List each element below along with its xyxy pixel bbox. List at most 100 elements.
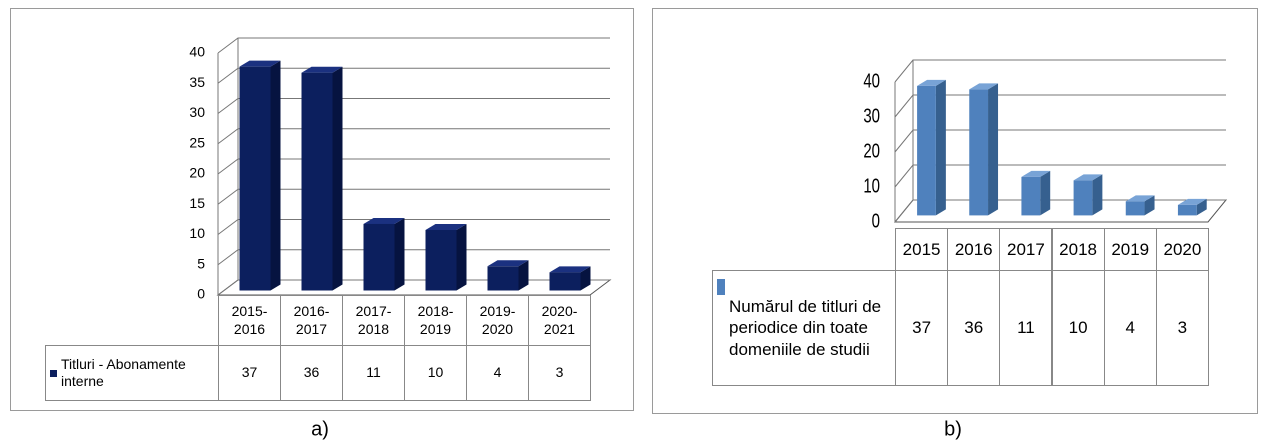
bar <box>917 85 936 216</box>
value-cell: 4 <box>1103 270 1157 386</box>
bar-top <box>425 224 467 230</box>
value-cell: 36 <box>280 345 343 401</box>
grid-line <box>217 37 610 54</box>
category-cell: 2015 <box>895 228 949 271</box>
bar-top <box>363 217 405 224</box>
category-cell: 2016- 2017 <box>280 295 343 346</box>
chart-frame <box>652 8 1258 414</box>
bar <box>1125 201 1145 216</box>
bar-top <box>239 60 281 67</box>
y-tick-label: 40 <box>189 44 205 60</box>
y-tick-label: 5 <box>197 255 205 271</box>
value-cell: 10 <box>1051 270 1105 386</box>
y-tick-label: 0 <box>197 286 205 302</box>
value-cell: 11 <box>999 270 1053 386</box>
bar <box>549 272 581 291</box>
category-cell: 2018- 2019 <box>404 295 467 346</box>
bar <box>969 89 989 216</box>
category-cell: 2016 <box>947 228 1001 271</box>
grid-line <box>217 67 610 84</box>
bar-top <box>1021 170 1051 177</box>
bar-side <box>518 260 529 291</box>
y-tick-label: 10 <box>863 174 880 197</box>
value-cell: 4 <box>466 345 529 401</box>
y-tick-label: 35 <box>189 74 205 90</box>
grid-line <box>217 98 610 114</box>
bar <box>425 230 457 291</box>
bar <box>363 223 395 291</box>
legend-swatch <box>50 369 57 377</box>
value-cell: 36 <box>947 270 1001 386</box>
category-cell: 2017 <box>999 228 1053 271</box>
bar-top <box>301 66 343 73</box>
chart-frame <box>10 8 634 411</box>
bar-side <box>1196 198 1207 216</box>
grid-line <box>217 219 610 235</box>
category-cell: 2020- 2021 <box>528 295 591 346</box>
value-cell: 10 <box>404 345 467 401</box>
y-tick-label: 25 <box>189 134 205 150</box>
y-tick-label: 30 <box>863 104 880 127</box>
category-cell: 2017- 2018 <box>342 295 405 346</box>
bar-side <box>456 224 467 291</box>
bar-top <box>487 260 529 267</box>
grid-line <box>894 59 1226 83</box>
category-cell: 2018 <box>1051 228 1105 271</box>
bar <box>487 266 519 291</box>
bar-side <box>394 217 405 291</box>
value-cell: 11 <box>342 345 405 401</box>
y-tick-label: 15 <box>189 195 205 211</box>
grid-line <box>217 279 610 296</box>
grid-line <box>217 188 610 205</box>
legend-cell: Numărul de titluri de periodice din toat… <box>712 270 896 386</box>
grid-line <box>894 199 1226 223</box>
y-tick-label: 10 <box>189 225 205 241</box>
legend-label: Titluri - Abonamente interne <box>61 355 186 390</box>
bar-top <box>549 266 591 273</box>
bar <box>1177 204 1197 216</box>
y-tick-label: 20 <box>863 139 880 162</box>
caption: b) <box>944 418 962 440</box>
y-tick-label: 20 <box>189 165 205 181</box>
y-tick-label: 30 <box>189 104 205 120</box>
value-cell: 37 <box>895 270 949 386</box>
legend-swatch <box>717 279 725 295</box>
category-cell: 2015- 2016 <box>218 295 281 346</box>
caption: a) <box>311 418 329 440</box>
bar-side <box>1040 170 1051 216</box>
value-cell: 3 <box>528 345 591 401</box>
bar-top <box>1125 195 1155 202</box>
grid-line <box>894 129 1226 153</box>
grid-line <box>217 249 610 266</box>
bar-top <box>1073 174 1103 181</box>
bar-side <box>1092 174 1103 216</box>
bar-top <box>1177 198 1207 205</box>
bar-side <box>270 60 281 291</box>
grid-line <box>217 128 610 145</box>
grid-line <box>894 164 1226 188</box>
bar-side <box>988 83 999 216</box>
category-cell: 2020 <box>1155 228 1209 271</box>
bar-top <box>969 83 999 90</box>
bar-top <box>917 79 946 86</box>
legend-cell: Titluri - Abonamente interne <box>45 345 219 401</box>
grid-line <box>217 158 610 175</box>
category-cell: 2019- 2020 <box>466 295 529 346</box>
value-cell: 3 <box>1155 270 1209 386</box>
bar <box>301 72 333 291</box>
bar <box>1073 180 1093 216</box>
y-tick-label: 0 <box>872 209 880 232</box>
bar <box>1021 176 1041 216</box>
bar-side <box>580 266 591 291</box>
bar-side <box>935 79 946 216</box>
bar-side <box>1144 195 1155 216</box>
bar <box>239 66 271 291</box>
legend-label: Numărul de titluri de periodice din toat… <box>729 297 882 359</box>
bar-side <box>332 66 343 291</box>
grid-line <box>894 94 1226 118</box>
category-cell: 2019 <box>1103 228 1157 271</box>
value-cell: 37 <box>218 345 281 401</box>
y-tick-label: 40 <box>863 69 880 92</box>
